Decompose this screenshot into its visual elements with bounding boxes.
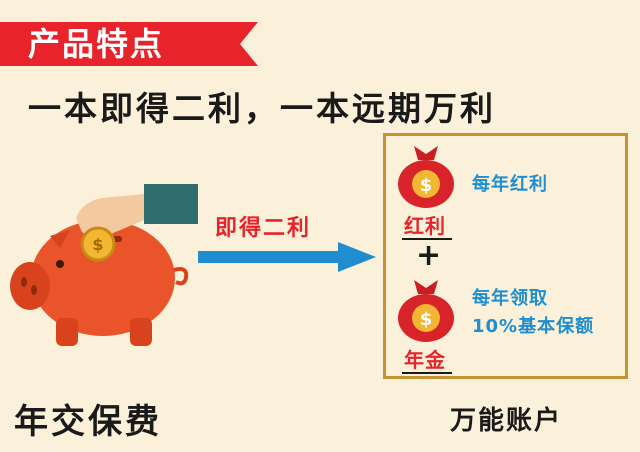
- svg-text:$: $: [92, 235, 103, 254]
- banner-ribbon: [0, 22, 258, 66]
- annuity-description-line-2: 10%基本保额: [472, 316, 595, 337]
- account-box: [383, 133, 628, 379]
- banner-title: 产品特点: [28, 25, 165, 63]
- premium-caption: 年交保费: [14, 402, 162, 442]
- plus-sign: +: [416, 238, 442, 273]
- piggy-bank-icon: [10, 220, 189, 346]
- svg-text:$: $: [420, 309, 433, 330]
- bag-label-underline: [402, 372, 452, 374]
- svg-text:$: $: [420, 175, 433, 196]
- account-caption: 万能账户: [450, 406, 563, 436]
- bonus-description: 每年红利: [472, 174, 548, 195]
- bag-label-bonus: 红利: [404, 214, 446, 238]
- headline: 一本即得二利，一本远期万利: [28, 89, 496, 128]
- hand-with-coin-icon: $: [76, 184, 198, 262]
- arrow-label: 即得二利: [215, 216, 312, 241]
- annuity-description-line-1: 每年领取: [472, 288, 548, 309]
- bag-label-annuity: 年金: [404, 348, 446, 372]
- money-bag-icon: $: [398, 146, 454, 208]
- bag-label-underline: [402, 238, 452, 240]
- arrow-right-icon: [198, 242, 376, 272]
- money-bag-icon: $: [398, 280, 454, 342]
